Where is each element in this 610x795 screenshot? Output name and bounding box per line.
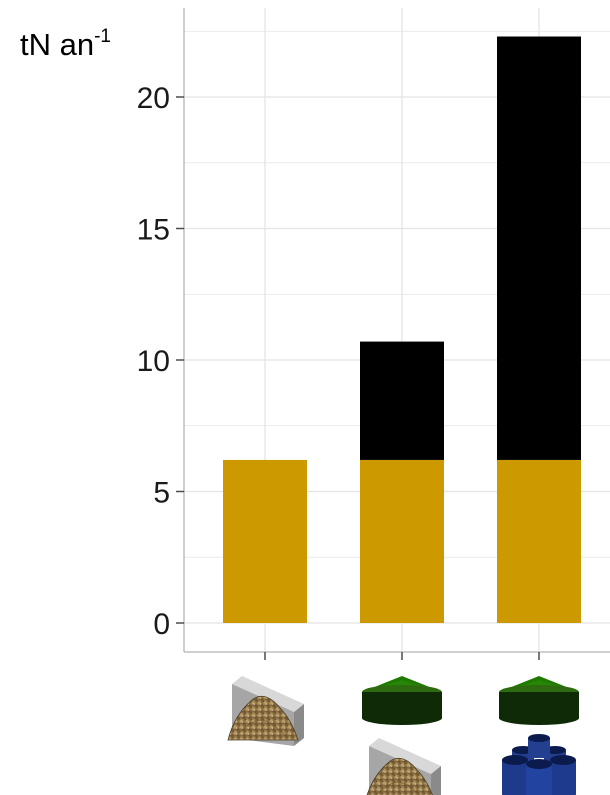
axes	[183, 8, 610, 660]
y-tick-label-5: 5	[153, 477, 170, 510]
manure-heap-icon	[364, 737, 442, 795]
y-tick-label-20: 20	[137, 82, 170, 115]
storage-tanks-icon	[502, 734, 576, 795]
y-tick-label-10: 10	[137, 345, 170, 378]
bar-series-2-category-2	[360, 341, 444, 460]
y-axis-label: tN an-1	[20, 26, 111, 62]
y-tick-labels: 0 5 10 15 20	[137, 82, 184, 641]
manure-heap-icon	[227, 675, 305, 747]
y-tick-label-0: 0	[153, 608, 170, 641]
x-category-icons	[227, 675, 579, 795]
digester-icon	[362, 676, 442, 725]
bars	[223, 36, 581, 623]
bar-series-1-category-3	[497, 459, 581, 623]
bar-series-2-category-3	[497, 36, 581, 460]
digester-icon	[499, 676, 579, 725]
y-tick-label-15: 15	[137, 214, 170, 247]
bar-series-1-category-1	[223, 459, 307, 623]
bar-series-1-category-2	[360, 459, 444, 623]
